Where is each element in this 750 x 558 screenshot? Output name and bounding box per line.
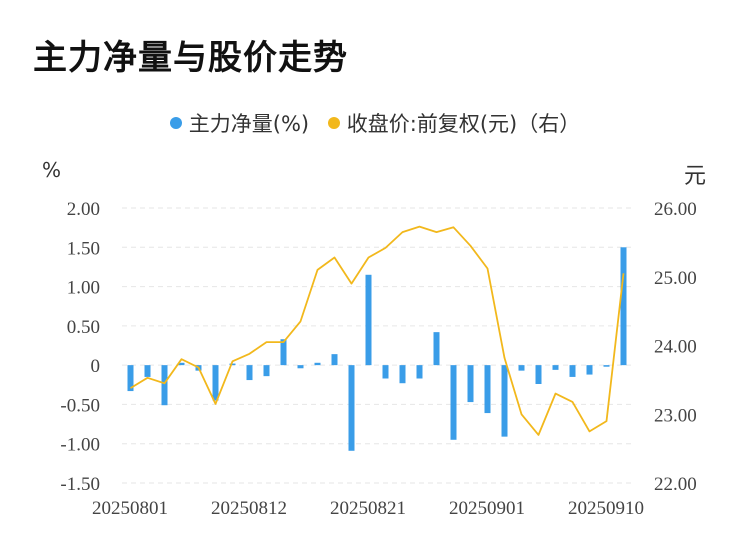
net-volume-bar	[263, 365, 270, 377]
legend-label-close-price: 收盘价:前复权(元)（右）	[346, 112, 581, 136]
x-axis-tick-label: 20250821	[330, 498, 406, 519]
right-axis-tick-label: 26.00	[654, 199, 697, 220]
net-volume-bar	[331, 354, 338, 366]
close-price-line	[130, 225, 625, 436]
net-volume-bar	[127, 365, 134, 392]
net-volume-bar	[433, 332, 440, 366]
x-axis-tick-label: 20250910	[568, 498, 644, 519]
net-volume-bar	[552, 365, 559, 370]
left-axis-tick-label: 1.50	[67, 238, 100, 259]
net-volume-bar	[603, 365, 610, 367]
right-axis-tick-label: 24.00	[654, 337, 697, 358]
legend-item-close-price[interactable]: 收盘价:前复权(元)（右）	[327, 108, 581, 138]
right-axis-unit: 元	[684, 164, 707, 189]
net-volume-bar	[178, 362, 185, 366]
left-axis-tick-label: 0.50	[67, 317, 100, 338]
right-axis-tick-label: 25.00	[654, 268, 697, 289]
legend-item-net-volume[interactable]: 主力净量(%)	[169, 108, 310, 138]
left-axis-tick-label: -1.00	[60, 435, 100, 456]
net-volume-bar	[501, 365, 508, 437]
left-axis-tick-label: -1.50	[60, 474, 100, 495]
net-volume-bar	[229, 363, 236, 366]
right-axis-tick-label: 22.00	[654, 474, 697, 495]
legend-label-net-volume: 主力净量(%)	[188, 112, 310, 136]
left-axis-unit: %	[42, 158, 62, 182]
legend: 主力净量(%) 收盘价:前复权(元)（右）	[0, 108, 750, 138]
net-volume-bar	[484, 365, 491, 414]
net-volume-bar	[399, 365, 406, 384]
legend-dot-yellow-icon	[327, 117, 340, 129]
left-axis-tick-label: 1.00	[67, 278, 100, 299]
net-volume-bar	[518, 365, 525, 371]
net-volume-bar	[144, 365, 151, 377]
net-volume-bar	[569, 365, 576, 377]
right-axis-tick-label: 23.00	[654, 405, 697, 426]
net-volume-bar	[280, 339, 287, 366]
net-volume-bar	[161, 365, 168, 406]
net-volume-bar	[246, 365, 253, 381]
net-volume-bar	[620, 247, 627, 366]
net-volume-bar	[450, 365, 457, 440]
net-volume-bar	[535, 365, 542, 384]
net-volume-bar	[467, 365, 474, 403]
net-volume-bar	[416, 365, 423, 379]
legend-dot-blue-icon	[169, 117, 182, 129]
net-volume-bar	[212, 365, 219, 401]
left-axis-tick-label: -0.50	[60, 395, 100, 416]
x-axis-tick-label: 20250801	[92, 498, 168, 519]
net-volume-bar	[297, 365, 304, 369]
left-axis-tick-label: 2.00	[67, 199, 100, 220]
x-axis-tick-label: 20250901	[449, 498, 525, 519]
net-volume-bar	[314, 362, 321, 366]
net-volume-bar	[348, 365, 355, 451]
net-volume-bar	[365, 274, 372, 366]
net-volume-bar	[586, 365, 593, 375]
chart-title: 主力净量与股价走势	[33, 38, 348, 78]
net-volume-bar	[382, 365, 389, 379]
x-axis-tick-label: 20250812	[211, 498, 287, 519]
left-axis-tick-label: 0	[91, 356, 101, 377]
